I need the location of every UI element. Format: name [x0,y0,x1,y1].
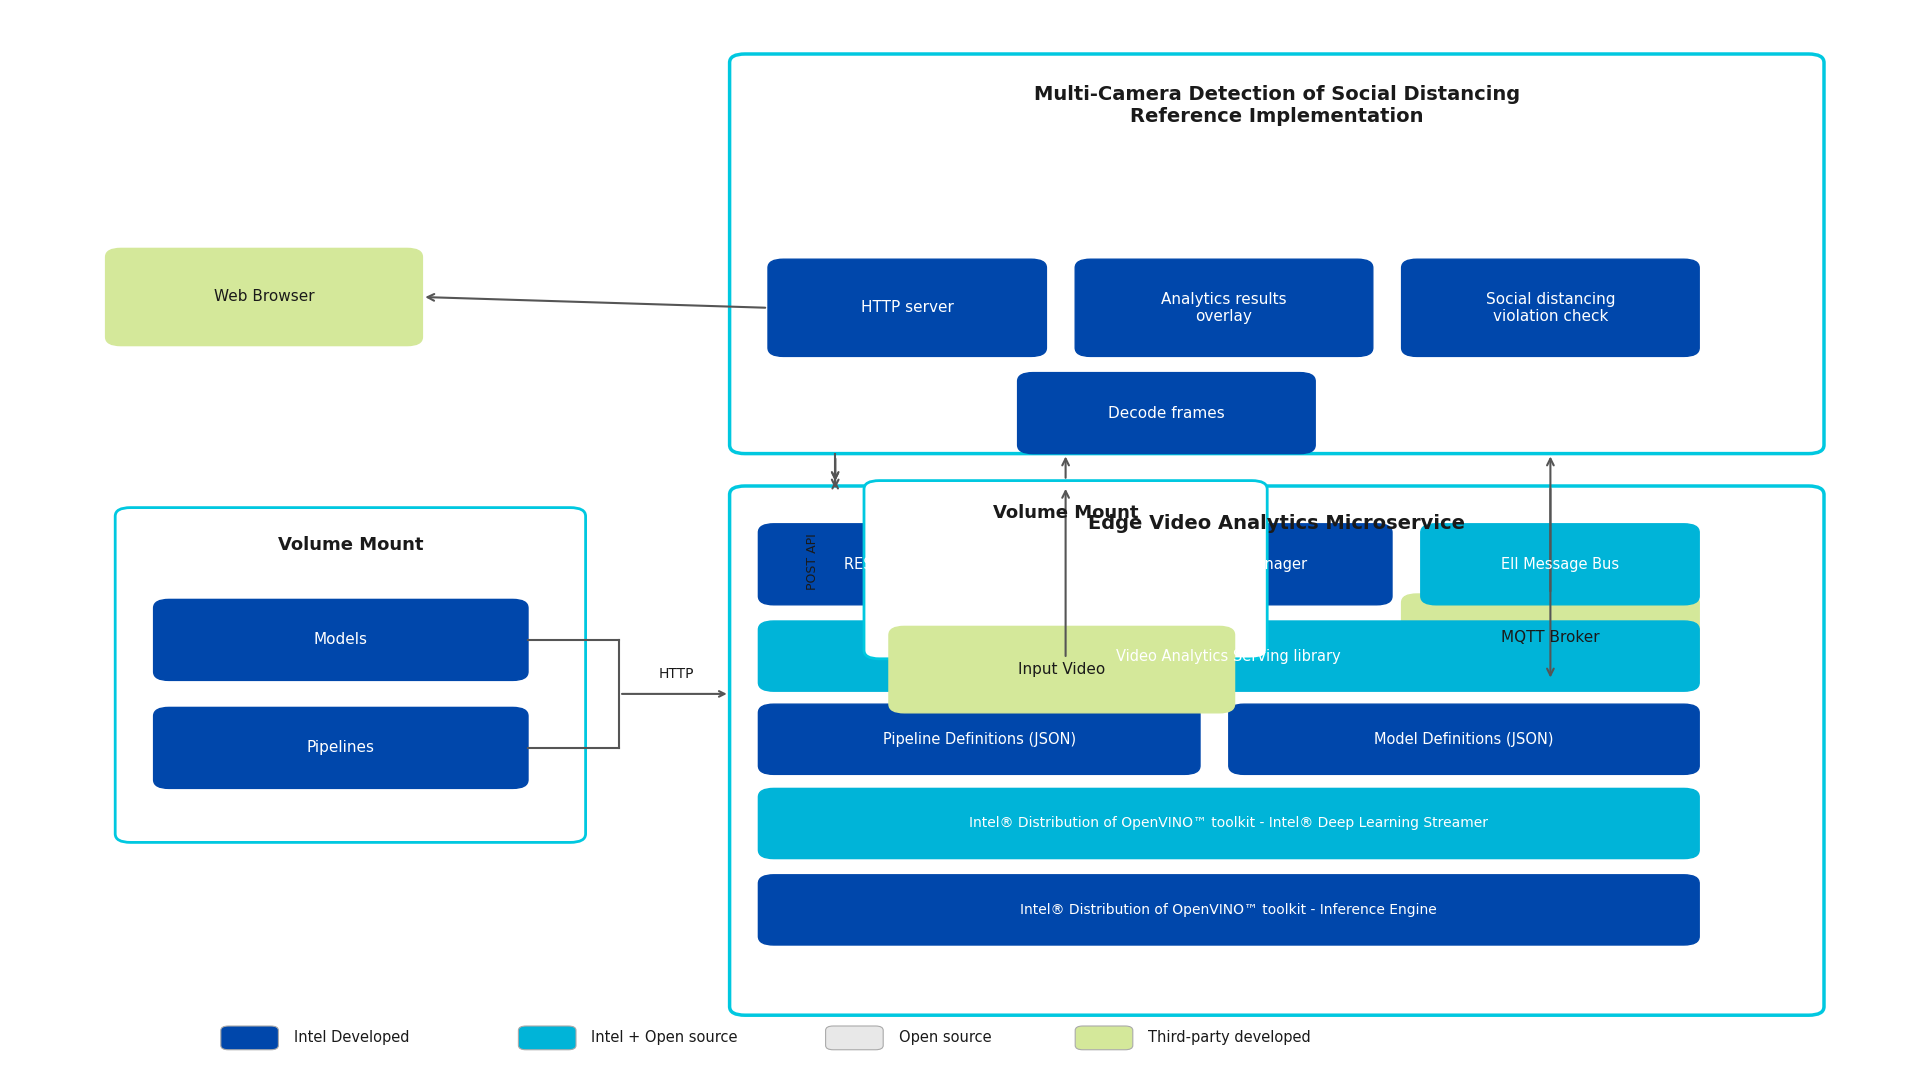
Text: Pipelines: Pipelines [307,741,374,755]
Text: Intel Developed: Intel Developed [294,1030,409,1045]
Text: Intel + Open source: Intel + Open source [591,1030,737,1045]
Text: HTTP: HTTP [659,667,695,681]
Text: Social distancing
violation check: Social distancing violation check [1486,292,1615,324]
FancyBboxPatch shape [758,788,1699,859]
FancyBboxPatch shape [154,707,528,788]
FancyBboxPatch shape [730,54,1824,454]
Text: Multi-Camera Detection of Social Distancing
Reference Implementation: Multi-Camera Detection of Social Distanc… [1033,85,1521,126]
FancyBboxPatch shape [758,524,1056,605]
FancyBboxPatch shape [106,248,422,346]
FancyBboxPatch shape [768,259,1046,356]
FancyBboxPatch shape [115,508,586,842]
FancyBboxPatch shape [758,704,1200,774]
FancyBboxPatch shape [1229,704,1699,774]
Text: HTTP server: HTTP server [860,300,954,315]
FancyBboxPatch shape [889,626,1235,713]
Text: Web Browser: Web Browser [213,289,315,305]
Text: Analytics results
overlay: Analytics results overlay [1162,292,1286,324]
Text: Pipeline Definitions (JSON): Pipeline Definitions (JSON) [883,732,1075,746]
FancyBboxPatch shape [221,1026,278,1050]
FancyBboxPatch shape [1075,1026,1133,1050]
FancyBboxPatch shape [758,621,1699,691]
Text: Edge Video Analytics Microservice: Edge Video Analytics Microservice [1089,514,1465,534]
FancyBboxPatch shape [1018,373,1315,454]
FancyBboxPatch shape [1421,524,1699,605]
FancyBboxPatch shape [154,599,528,680]
Text: Intel® Distribution of OpenVINO™ toolkit - Intel® Deep Learning Streamer: Intel® Distribution of OpenVINO™ toolkit… [970,816,1488,831]
FancyBboxPatch shape [758,875,1699,945]
Text: Input Video: Input Video [1018,662,1106,677]
Text: Model Definitions (JSON): Model Definitions (JSON) [1375,732,1553,746]
FancyBboxPatch shape [1085,524,1392,605]
Text: Decode frames: Decode frames [1108,406,1225,420]
Text: RESTful Interface: RESTful Interface [845,557,970,571]
FancyBboxPatch shape [1402,259,1699,356]
FancyBboxPatch shape [730,486,1824,1015]
Text: POST API: POST API [806,534,818,590]
FancyBboxPatch shape [518,1026,576,1050]
Text: Intel® Distribution of OpenVINO™ toolkit - Inference Engine: Intel® Distribution of OpenVINO™ toolkit… [1020,903,1438,917]
Text: Open source: Open source [899,1030,991,1045]
Text: MQTT Broker: MQTT Broker [1501,630,1599,645]
Text: Volume Mount: Volume Mount [993,504,1139,522]
Text: EII Message Bus: EII Message Bus [1501,557,1619,571]
FancyBboxPatch shape [826,1026,883,1050]
Text: EII Config Manager: EII Config Manager [1169,557,1308,571]
FancyBboxPatch shape [864,481,1267,659]
Text: Third-party developed: Third-party developed [1148,1030,1311,1045]
FancyBboxPatch shape [1075,259,1373,356]
Text: Video Analytics Serving library: Video Analytics Serving library [1116,649,1342,663]
Text: Volume Mount: Volume Mount [278,537,422,554]
Text: Models: Models [313,633,369,647]
FancyBboxPatch shape [1402,594,1699,680]
